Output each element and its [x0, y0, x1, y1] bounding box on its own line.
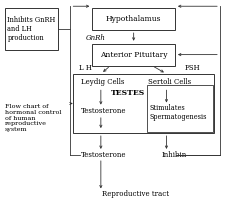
Text: GnRh: GnRh [86, 35, 106, 42]
Text: TESTES: TESTES [111, 89, 145, 97]
Text: Stimulates
Spermatogenesis: Stimulates Spermatogenesis [149, 104, 207, 121]
Bar [92, 44, 175, 66]
Text: Inhibin: Inhibin [162, 151, 187, 159]
Bar [73, 74, 214, 133]
Bar [147, 85, 213, 132]
Text: Testosterone: Testosterone [81, 107, 127, 115]
Text: Anterior Pituitary: Anterior Pituitary [100, 51, 167, 59]
Text: Inhibits GnRH
and LH
production: Inhibits GnRH and LH production [8, 16, 56, 42]
Text: Hypothalamus: Hypothalamus [106, 15, 161, 23]
Text: L H: L H [79, 64, 92, 72]
Text: Testosterone: Testosterone [81, 151, 127, 159]
Text: Leydig Cells: Leydig Cells [81, 78, 125, 86]
Text: Sertoli Cells: Sertoli Cells [148, 78, 191, 86]
Bar [92, 8, 175, 30]
Text: FSH: FSH [185, 64, 200, 72]
Bar [5, 8, 58, 50]
Text: Reproductive tract: Reproductive tract [102, 191, 169, 198]
Text: Flow chart of
hormonal control
of human
reproductive
system: Flow chart of hormonal control of human … [5, 104, 61, 132]
